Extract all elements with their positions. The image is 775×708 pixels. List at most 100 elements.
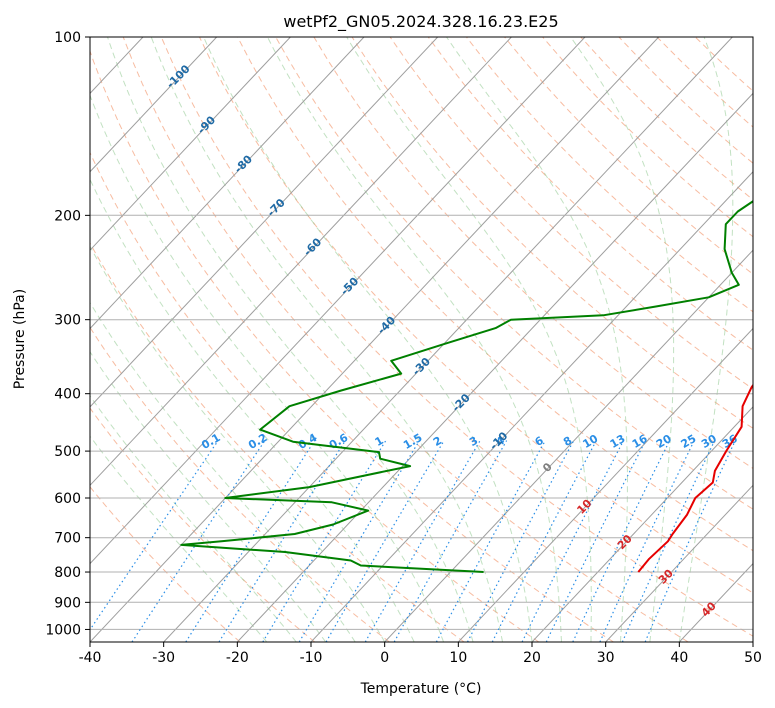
dry-adiabat-line (504, 37, 753, 275)
dry-adiabat-line (237, 37, 753, 552)
mixing-ratio-label: 0.1 (199, 431, 222, 452)
y-tick-label: 700 (54, 531, 81, 547)
mixing-ratio-line (491, 440, 597, 642)
isotherm-line (531, 406, 753, 642)
dry-adiabat-line (90, 407, 316, 642)
mixing-ratio-line (644, 440, 736, 642)
mixing-ratio-label: 10 (580, 432, 600, 451)
moist-adiabat-line (90, 350, 327, 642)
dry-adiabat-line (656, 37, 753, 128)
moist-adiabat-line (203, 37, 533, 642)
mixing-ratio-label: 0.2 (246, 431, 269, 452)
mixing-ratio-label: 25 (679, 432, 699, 451)
mixing-ratio-label: 20 (654, 432, 674, 451)
x-axis: -40 -30 -20 -10 0 10 20 30 40 50 (79, 642, 762, 666)
mixing-ratio-label: 3 (467, 434, 480, 449)
moist-adiabat-line (90, 245, 386, 642)
x-tick-label: 0 (380, 650, 389, 666)
mixing-ratio-line (545, 440, 647, 642)
mixing-ratio-line (521, 440, 625, 642)
dry-adiabat-line (351, 37, 753, 429)
mixing-ratio-label: 6 (533, 434, 546, 449)
x-tick-label: -40 (79, 650, 102, 666)
y-tick-label: 800 (54, 565, 81, 581)
x-tick-label: 40 (670, 650, 688, 666)
isotherm-line (236, 92, 753, 642)
moist-adiabat-line (107, 37, 474, 642)
dry-adiabat-line (694, 37, 753, 92)
y-tick-label: 500 (54, 444, 81, 460)
y-tick-label: 100 (54, 30, 81, 46)
isotherm-line (310, 171, 753, 642)
mixing-ratio-line (364, 440, 481, 642)
y-tick-label: 900 (54, 595, 81, 611)
moist-adiabat-line (570, 37, 675, 642)
isotherm-label: 30 (656, 566, 676, 586)
mixing-ratio-label: 8 (561, 434, 574, 449)
moist-adiabat-line (267, 37, 562, 642)
isotherm-line (90, 37, 365, 330)
mixing-ratio-line (599, 440, 695, 642)
isotherm-line (384, 249, 753, 642)
y-tick-label: 600 (54, 491, 81, 507)
dry-adiabat-line (427, 37, 753, 351)
mixing-ratio-label: 1.5 (401, 431, 424, 452)
mixing-ratio-label: 13 (608, 432, 628, 451)
dry-adiabat-line (275, 37, 753, 510)
y-tick-label: 400 (54, 387, 81, 403)
y-tick-label: 200 (54, 208, 81, 224)
dry-adiabat-line (160, 37, 753, 637)
dry-adiabat-line (618, 37, 753, 164)
x-axis-title: Temperature (°C) (360, 681, 482, 697)
mixing-ratio-line (131, 440, 266, 642)
moist-adiabat-line (150, 37, 503, 642)
chart-title: wetPf2_GN05.2024.328.16.23.E25 (283, 12, 558, 32)
mixing-ratio-line (393, 440, 508, 642)
isotherm-line (752, 641, 753, 642)
y-axis-title: Pressure (hPa) (12, 289, 28, 389)
moist-adiabat-line (90, 394, 297, 642)
dry-adiabat-line (122, 37, 689, 642)
temperature-profile-line (637, 383, 753, 573)
mixing-ratio-line (572, 440, 671, 642)
mixing-ratio-label: 16 (630, 432, 650, 451)
x-tick-label: 50 (744, 650, 762, 666)
y-tick-label: 300 (54, 313, 81, 329)
y-axis: 100 200 300 400 500 600 700 800 900 1000 (45, 30, 90, 638)
isotherm-line (90, 37, 218, 173)
mixing-ratio-label: 1 (373, 434, 386, 449)
isotherm-line (457, 327, 753, 642)
isotherm-line (90, 37, 512, 487)
mixing-ratio-line (435, 440, 546, 642)
mixing-ratio-line (262, 440, 387, 642)
plot-area: 0.1 0.2 0.4 0.6 1 1.5 2 3 4 6 8 10 13 16 20 25 30 36-100-… (0, 37, 753, 642)
dry-adiabat-line (313, 37, 753, 469)
isotherm-line (163, 37, 733, 642)
y-tick-label: 1000 (45, 622, 81, 638)
dry-adiabat-line (466, 37, 753, 313)
plot-frame (89, 36, 754, 643)
moist-adiabat-line (90, 94, 445, 642)
isotherm-line (90, 37, 439, 408)
mixing-ratio-line (90, 440, 219, 631)
isotherm-line (90, 37, 586, 565)
moist-adiabat-line (90, 178, 415, 642)
isotherm-line (605, 484, 753, 642)
mixing-ratio-line (298, 440, 420, 642)
dry-adiabat-line (90, 326, 390, 642)
mixing-ratio-line (466, 440, 575, 642)
moist-adiabat-line (90, 301, 356, 642)
isotherm-line (90, 37, 660, 642)
isotherm-line (0, 37, 69, 642)
dry-adiabat-line (580, 37, 753, 201)
dry-adiabat-line (90, 151, 540, 642)
x-tick-label: -30 (152, 650, 175, 666)
dry-adiabat-line (90, 49, 614, 642)
x-tick-label: -10 (300, 650, 323, 666)
dry-adiabat-line (90, 242, 465, 642)
dewpoint-profile-line (180, 200, 753, 573)
isotherm-line (90, 37, 291, 251)
mixing-ratio-line (325, 440, 445, 642)
moist-adiabat-line (346, 37, 592, 642)
